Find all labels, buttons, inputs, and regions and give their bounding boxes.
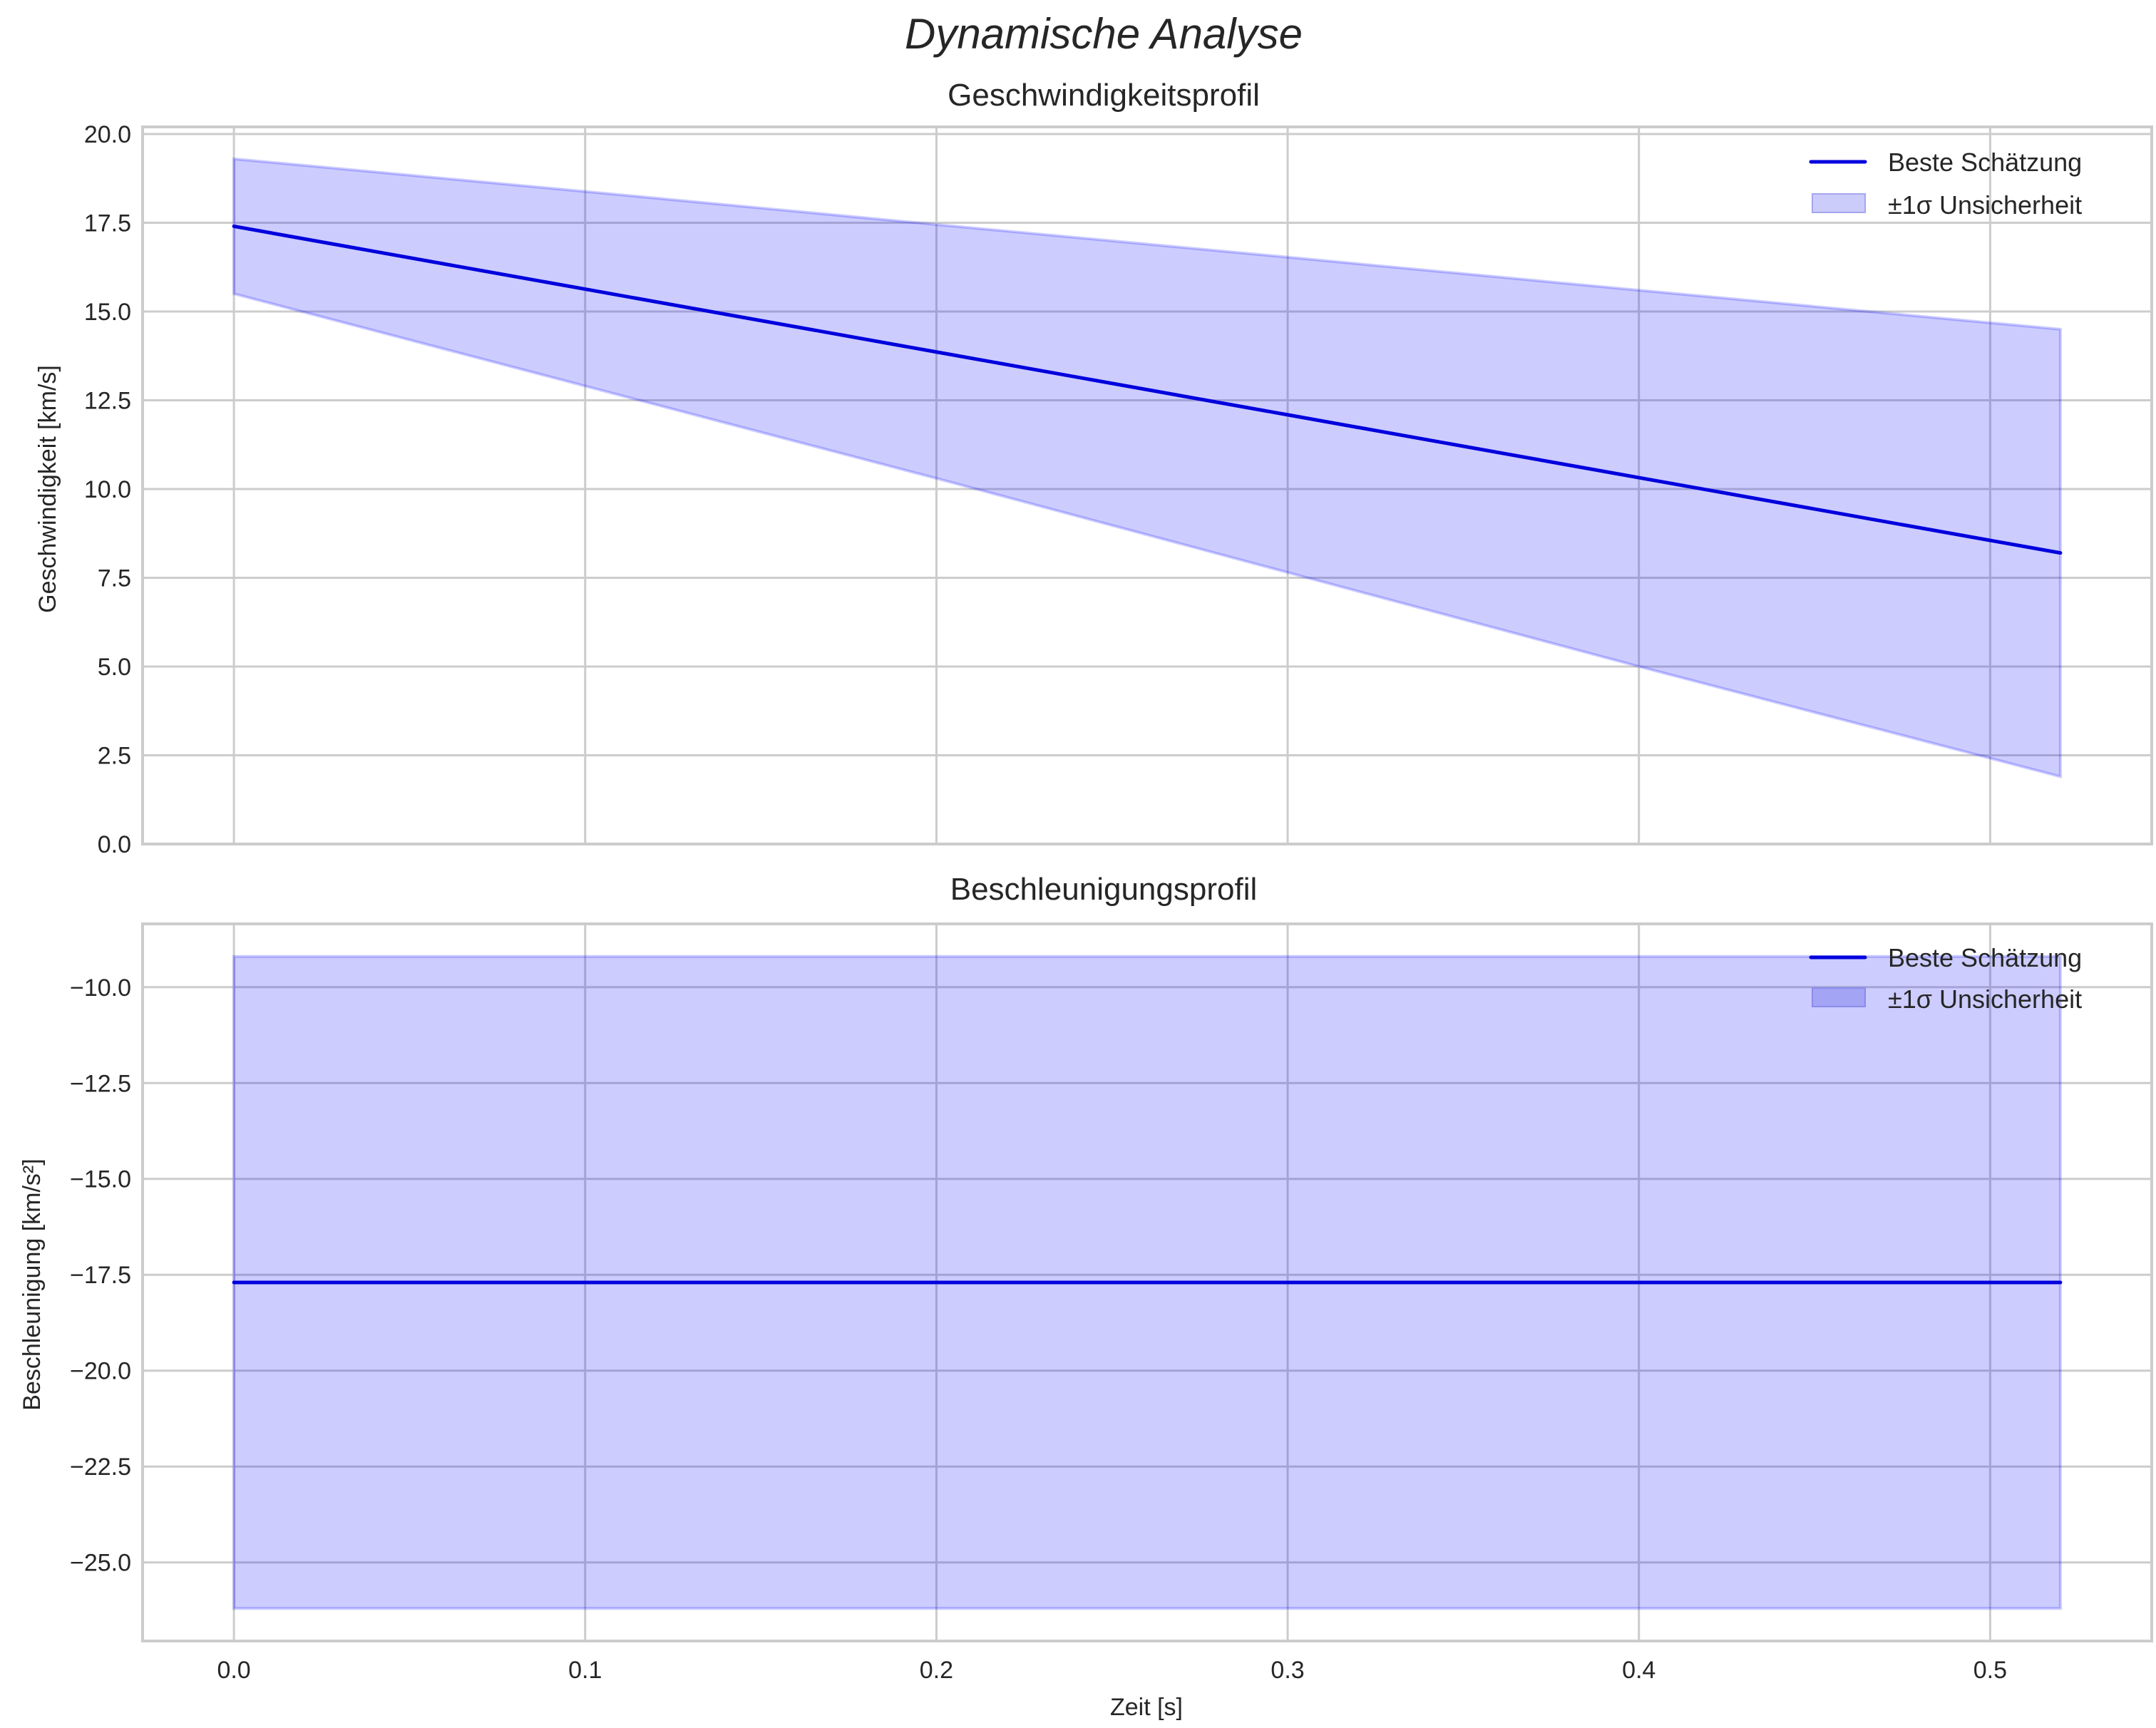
y-tick-label: 20.0: [84, 121, 131, 148]
y-tick-label: −12.5: [70, 1070, 131, 1097]
x-tick-label: 0.3: [1270, 1657, 1304, 1684]
y-tick-label: −10.0: [70, 974, 131, 1002]
y-tick-label: 12.5: [84, 387, 131, 414]
y-tick-label: −17.5: [70, 1262, 131, 1289]
y-tick-label: 5.0: [98, 654, 131, 681]
y-tick-label: 15.0: [84, 299, 131, 326]
acceleration-y-axis-label: Beschleunigung [km/s²]: [19, 1158, 46, 1410]
legend-label-best-estimate: Beste Schätzung: [1888, 148, 2082, 177]
uncertainty-band: [232, 157, 2062, 778]
y-tick-label: 7.5: [98, 565, 131, 592]
x-tick-label: 0.4: [1622, 1657, 1655, 1684]
axes-frame: [141, 125, 2153, 845]
x-tick-label: 0.2: [920, 1657, 953, 1684]
x-tick-label: 0.5: [1973, 1657, 2007, 1684]
y-tick-label: 17.5: [84, 210, 131, 237]
y-tick-label: −15.0: [70, 1166, 131, 1193]
x-tick-label: 0.1: [568, 1657, 602, 1684]
y-tick-label: −20.0: [70, 1358, 131, 1385]
velocity-legend: Beste Schätzung ±1σ Unsicherheit: [1809, 148, 2082, 220]
velocity-plot-area: 0.0 2.5 5.0 7.5 10.0 12.5 15.0 17.5 20.0: [84, 121, 2153, 858]
y-tick-label: −25.0: [70, 1550, 131, 1577]
y-tick-label: 2.5: [98, 742, 131, 769]
legend-label-best-estimate: Beste Schätzung: [1888, 943, 2082, 972]
y-tick-label: 0.0: [98, 831, 131, 858]
x-axis-label: Zeit [s]: [1110, 1694, 1183, 1721]
legend-band-swatch-icon: [1812, 987, 1866, 1007]
y-tick-label: 10.0: [84, 476, 131, 503]
axes-frame: [141, 922, 2153, 1642]
y-tick-label: −22.5: [70, 1454, 131, 1481]
acceleration-panel-title: Beschleunigungsprofil: [950, 872, 1258, 907]
legend-band-swatch-icon: [1812, 193, 1866, 213]
velocity-y-axis-label: Geschwindigkeit [km/s]: [34, 365, 61, 613]
figure-title: Dynamische Analyse: [905, 10, 1303, 58]
acceleration-panel: Beschleunigungsprofil −10.0 −12.5 −15.0 −17…: [19, 872, 2153, 1721]
legend-label-uncertainty: ±1σ Unsicherheit: [1888, 190, 2082, 220]
velocity-panel-title: Geschwindigkeitsprofil: [948, 78, 1260, 113]
best-estimate-line: [232, 224, 2063, 555]
acceleration-plot-area: −10.0 −12.5 −15.0 −17.5 −20.0 −22.5 −25.0 0.0 0.…: [70, 922, 2153, 1684]
legend-label-uncertainty: ±1σ Unsicherheit: [1888, 984, 2082, 1014]
acceleration-legend: Beste Schätzung ±1σ Unsicherheit: [1809, 943, 2082, 1014]
x-tick-label: 0.0: [217, 1657, 250, 1684]
velocity-panel: Geschwindigkeitsprofil 0.0 2.5 5.0 7.5 10.0 1…: [34, 78, 2153, 858]
